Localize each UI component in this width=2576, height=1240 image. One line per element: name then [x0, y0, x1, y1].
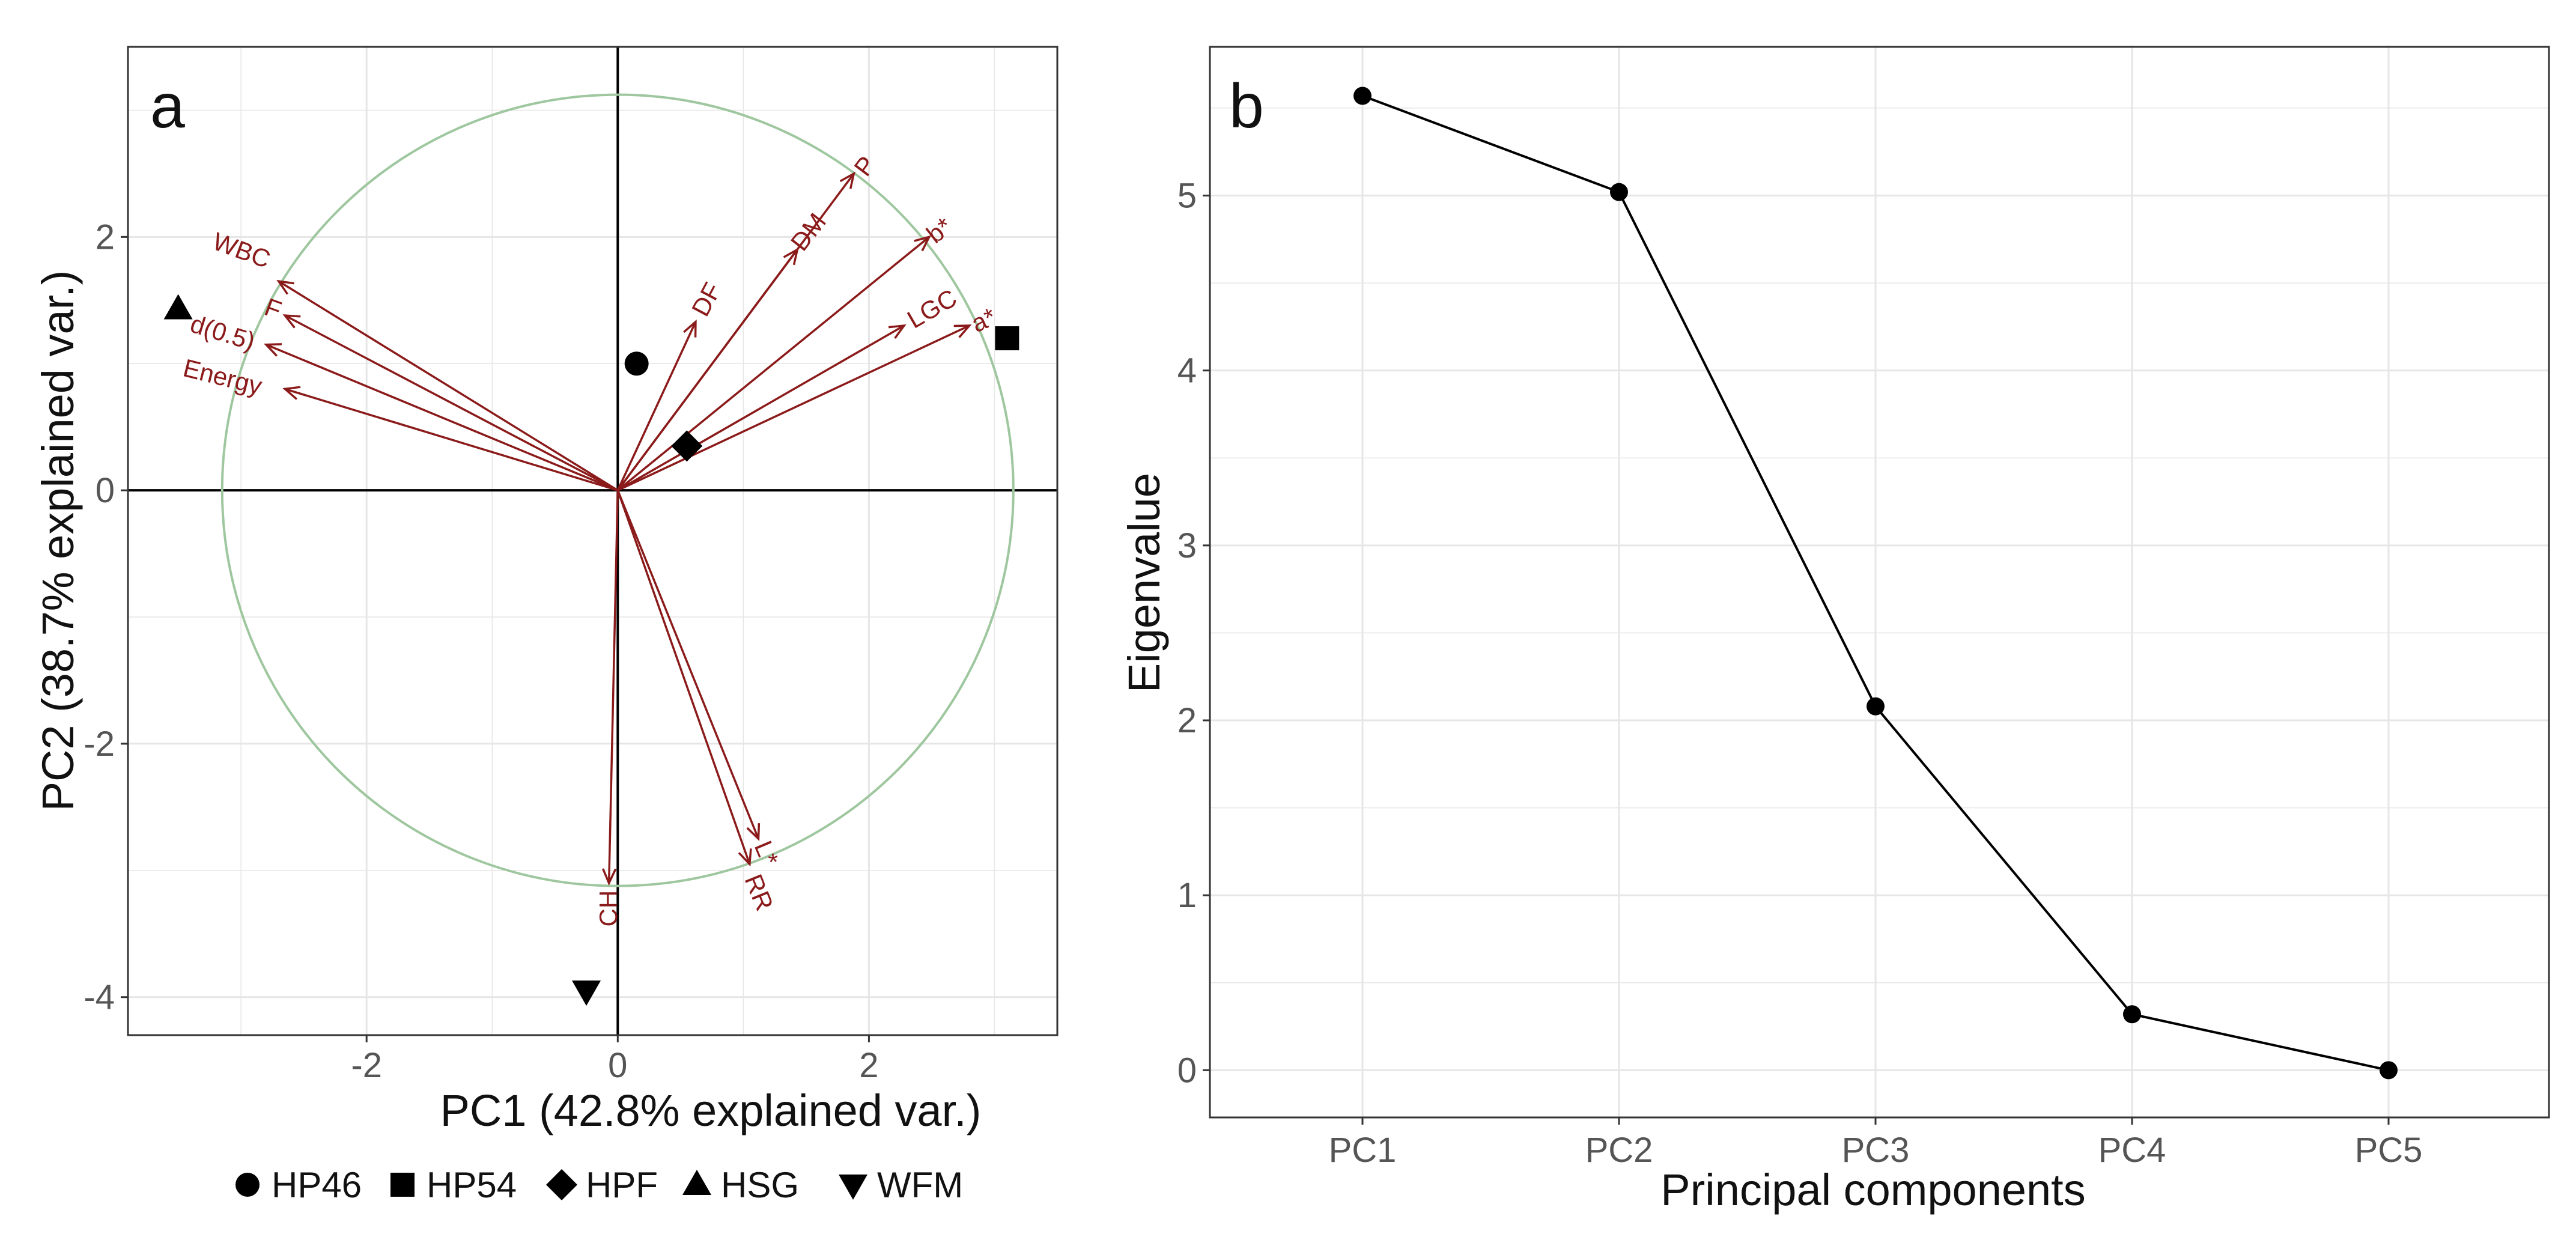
scree-panel: PC1 PC2 PC3 PC4 PC5 0 1 2 3 4 5 b Principal compo… [1119, 46, 2550, 1215]
legend-marker-triangle-up [682, 1170, 711, 1195]
loading-arrow-shaft [284, 314, 619, 491]
scree-y-tick-label: 5 [1177, 177, 1197, 216]
biplot-y-tick-label: -2 [84, 725, 115, 764]
scree-x-tick-label: PC2 [1585, 1131, 1653, 1170]
loading-arrow-head [282, 386, 301, 400]
scree-y-tick-label: 4 [1177, 351, 1197, 391]
biplot-y-tick-label: -4 [84, 978, 115, 1017]
sample-point-hp54 [995, 326, 1019, 351]
legend-item-wfm: WFM [839, 1165, 963, 1205]
loading-arrow-shaft [284, 388, 618, 491]
panel-label-a: a [150, 71, 185, 141]
loading-arrow-shaft [617, 324, 905, 491]
biplot-y-tick-label: 0 [96, 471, 115, 510]
loading-label: CH [594, 890, 622, 927]
legend-item-hp54: HP54 [390, 1165, 517, 1205]
legend-item-hp46: HP46 [235, 1165, 362, 1205]
sample-point-hsg [163, 294, 193, 320]
loading-ch: CH [594, 490, 622, 926]
scree-x-tick-label: PC1 [1329, 1131, 1397, 1170]
loading-arrow-shaft [266, 343, 618, 491]
loading-arrow-shaft [616, 321, 697, 491]
legend-marker-diamond [546, 1169, 577, 1200]
scree-y-tick-label: 3 [1177, 526, 1197, 565]
biplot-y-axis-title: PC2 (38.7% explained var.) [33, 270, 83, 812]
legend-label: HP54 [427, 1165, 517, 1205]
loading-arrow-shaft [278, 280, 619, 491]
scree-gridlines [1210, 47, 2549, 1117]
scree-point-pc5 [2380, 1061, 2398, 1080]
legend-label: HSG [721, 1165, 799, 1205]
loading-arrow-head [683, 319, 697, 338]
loading-arrow-shaft [617, 236, 930, 491]
loading-arrow-head [953, 324, 972, 338]
biplot-y-tick-label: 2 [96, 217, 115, 257]
scree-x-tick-label: PC3 [1842, 1131, 1910, 1170]
scree-y-tick-label: 0 [1177, 1051, 1197, 1090]
legend-marker-circle [235, 1173, 260, 1197]
correlation-circle [220, 93, 1015, 887]
loading-arrow-head [888, 324, 907, 339]
biplot-x-ticks: -2 0 2 [351, 1035, 879, 1085]
scree-x-tick-label: PC4 [2098, 1131, 2166, 1170]
sample-point-wfm [572, 980, 601, 1006]
sample-point-hpf [671, 430, 703, 462]
sample-points [163, 294, 1019, 1006]
legend-label: HP46 [272, 1165, 362, 1205]
legend-marker-square [390, 1173, 415, 1197]
loading-arrow-shaft [616, 490, 751, 865]
scree-y-ticks: 0 1 2 3 4 5 [1177, 177, 1210, 1090]
panel-label-b: b [1229, 71, 1264, 141]
loading-arrow-head [601, 868, 617, 886]
scree-y-tick-label: 2 [1177, 701, 1197, 740]
biplot-x-tick-label: -2 [351, 1046, 382, 1085]
scree-frame [1209, 46, 2550, 1119]
scree-x-ticks: PC1 PC2 PC3 PC4 PC5 [1329, 1117, 2423, 1170]
biplot-legend: HP46 HP54 HPF HSG WFM [235, 1165, 963, 1205]
scree-y-tick-label: 1 [1177, 876, 1197, 915]
sample-point-hp46 [624, 351, 649, 376]
loading-arrow-head [282, 314, 301, 329]
loading-arrow-head [746, 823, 761, 842]
legend-label: WFM [877, 1165, 963, 1205]
scree-y-axis-title: Eigenvalue [1119, 473, 1169, 693]
loading-arrow-shaft [616, 172, 855, 491]
loading-arrow-head [738, 848, 752, 867]
biplot-frame [127, 46, 1059, 1036]
loading-arrow-shaft [607, 490, 619, 883]
scree-x-axis-title: Principal components [1660, 1165, 2085, 1215]
loading-arrow-shaft [617, 324, 970, 491]
legend-marker-triangle-down [839, 1175, 867, 1200]
loading-arrow-head [914, 235, 932, 252]
biplot-x-axis-title: PC1 (42.8% explained var.) [440, 1086, 982, 1135]
loading-arrow-head [839, 171, 855, 189]
biplot-gridlines [128, 47, 1057, 1035]
biplot-y-ticks: 2 0 -2 -4 [84, 217, 128, 1017]
loading-arrow-head [263, 343, 282, 357]
legend-item-hsg: HSG [682, 1165, 799, 1205]
scree-point-pc4 [2123, 1005, 2141, 1024]
scree-point-pc2 [1610, 183, 1628, 201]
legend-label: HPF [586, 1165, 658, 1205]
scree-point-pc3 [1867, 697, 1885, 716]
scree-points [1353, 87, 2398, 1080]
biplot-x-tick-label: 0 [608, 1046, 627, 1085]
biplot-x-tick-label: 2 [859, 1046, 878, 1085]
legend-item-hpf: HPF [546, 1165, 658, 1205]
loading-arrow-head [276, 279, 294, 295]
scree-x-tick-label: PC5 [2355, 1131, 2423, 1170]
scree-point-pc1 [1353, 87, 1372, 105]
loading-arrow-shaft [616, 490, 760, 839]
